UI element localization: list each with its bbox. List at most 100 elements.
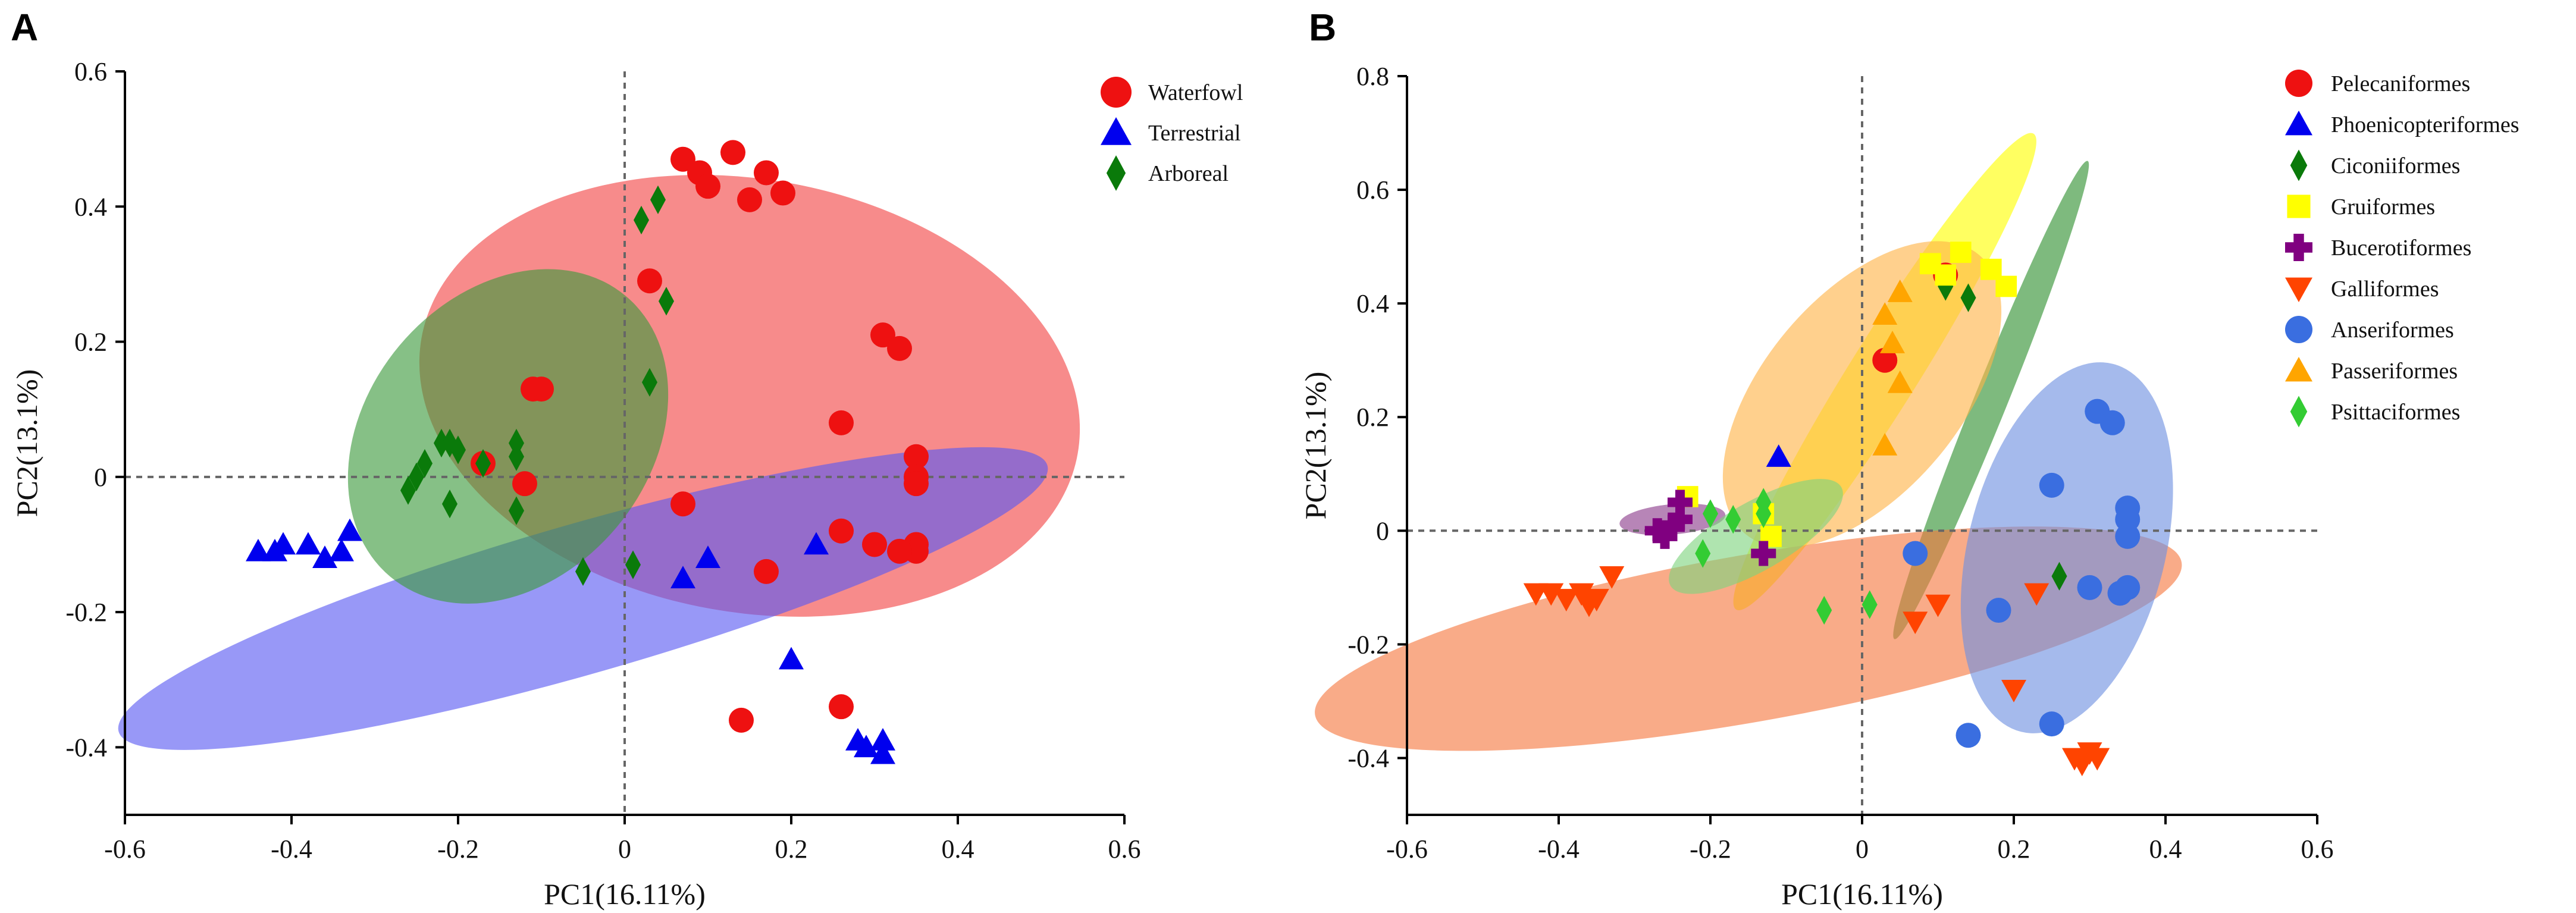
point-waterfowl <box>670 491 695 517</box>
legend-label: Galliformes <box>2331 277 2439 302</box>
x-tick-label: -0.4 <box>1538 834 1580 864</box>
point-bucerotiformes <box>1660 512 1685 538</box>
legend-label: Phoenicopteriformes <box>2331 112 2519 137</box>
point-gruiformes <box>1995 275 2017 297</box>
point-passeriformes <box>1887 280 1913 302</box>
x-tick-label: -0.2 <box>437 834 479 864</box>
legend-label: Terrestrial <box>1148 121 1241 146</box>
y-tick-label: 0.8 <box>1356 62 1389 91</box>
point-waterfowl <box>737 187 762 212</box>
point-waterfowl <box>637 268 662 294</box>
point-terrestrial <box>246 538 271 561</box>
point-waterfowl <box>512 471 537 497</box>
point-waterfowl <box>754 160 779 186</box>
y-tick-label: -0.2 <box>1347 630 1389 659</box>
ellipses <box>1315 133 2182 751</box>
point-galliformes <box>1569 583 1594 606</box>
point-waterfowl <box>904 471 929 497</box>
point-passeriformes <box>1887 370 1913 393</box>
point-waterfowl <box>887 538 912 564</box>
x-tick-label: 0.2 <box>775 834 808 864</box>
points <box>246 140 929 764</box>
point-arboreal <box>441 490 458 519</box>
point-psittaciformes <box>1702 499 1719 528</box>
point-psittaciformes <box>1695 539 1711 568</box>
ellipse-anseriformes <box>1960 362 2173 733</box>
point-bucerotiformes <box>1668 490 1693 515</box>
legend: Pelecaniformes Phoenicopteriformes Ciconii… <box>2285 70 2519 428</box>
x-tick-label: -0.4 <box>271 834 312 864</box>
point-terrestrial <box>670 566 695 589</box>
point-waterfowl <box>870 322 895 348</box>
point-arboreal <box>408 462 425 491</box>
panel-a: A -0.6 -0.4 -0.2 0 0.2 0.4 0.6 -0.4 -0.2 0 0.2 0.4 0.… <box>10 6 1243 911</box>
legend-marker-pelecaniformes <box>2285 70 2312 97</box>
point-terrestrial <box>804 532 829 555</box>
point-anseriformes <box>2115 523 2141 549</box>
point-galliformes <box>1577 594 1602 617</box>
y-tick-label: 0.2 <box>1356 403 1389 432</box>
legend-label: Arboreal <box>1148 161 1229 186</box>
point-anseriformes <box>2077 575 2102 600</box>
point-anseriformes <box>1986 598 2011 623</box>
point-arboreal <box>450 435 466 465</box>
point-arboreal <box>650 185 666 215</box>
point-terrestrial <box>329 538 354 561</box>
point-passeriformes <box>1872 433 1898 456</box>
x-axis-label: PC1(16.11%) <box>544 877 706 911</box>
legend-label: Ciconiiformes <box>2331 153 2460 178</box>
point-gruiformes <box>1950 241 1972 263</box>
point-anseriformes <box>1903 541 1928 566</box>
point-galliformes <box>1903 611 1928 635</box>
point-pelecaniformes <box>1872 347 1898 373</box>
x-tick-label: -0.6 <box>104 834 146 864</box>
y-tick-label: 0.6 <box>74 57 107 86</box>
point-galliformes <box>2001 680 2026 702</box>
points <box>1523 241 2141 777</box>
point-terrestrial <box>779 647 804 670</box>
point-waterfowl <box>904 444 929 469</box>
ellipses <box>118 175 1080 750</box>
point-waterfowl <box>829 410 854 435</box>
point-waterfowl <box>829 518 854 544</box>
point-waterfowl <box>670 146 695 172</box>
point-terrestrial <box>337 518 362 541</box>
point-passeriformes <box>1872 302 1898 325</box>
point-waterfowl <box>829 694 854 720</box>
x-tick-label: 0.4 <box>942 834 974 864</box>
point-terrestrial <box>312 545 337 568</box>
x-tick-label: 0.4 <box>2149 834 2182 864</box>
legend-marker-ciconiiformes <box>2290 149 2308 181</box>
legend-label: Passeriformes <box>2331 359 2458 384</box>
point-arboreal <box>475 448 491 478</box>
panel-label: A <box>11 6 38 49</box>
point-anseriformes <box>2039 472 2064 498</box>
point-waterfowl <box>887 335 912 361</box>
point-terrestrial <box>854 735 879 758</box>
point-waterfowl <box>754 559 779 584</box>
point-terrestrial <box>296 532 321 555</box>
point-anseriformes <box>2039 711 2064 737</box>
point-galliformes <box>2024 583 2049 606</box>
point-waterfowl <box>770 180 795 206</box>
legend-marker-gruiformes <box>2287 194 2311 218</box>
legend-marker-terrestrial <box>1101 117 1132 145</box>
panel-label: B <box>1309 6 1336 49</box>
legend: Waterfowl Terrestrial Arboreal <box>1101 77 1243 191</box>
panel-b: B -0.6 -0.4 -0.2 0 0.2 0.4 0.6 -0.4 -0.2 0 0.2 0.4 0.… <box>1299 6 2519 911</box>
point-ciconiiformes <box>2051 561 2067 591</box>
point-arboreal <box>658 287 675 316</box>
x-tick-label: 0.2 <box>1998 834 2030 864</box>
y-tick-label: 0.4 <box>74 192 107 221</box>
legend-marker-bucerotiformes <box>2285 234 2312 262</box>
legend-label: Bucerotiformes <box>2331 236 2471 261</box>
legend-marker-psittaciformes <box>2290 396 2308 428</box>
point-ciconiiformes <box>1938 272 1954 301</box>
point-terrestrial <box>695 545 720 568</box>
point-phoenicopteriformes <box>1766 444 1791 467</box>
point-galliformes <box>1925 594 1951 617</box>
point-waterfowl <box>529 377 554 402</box>
y-tick-label: 0.4 <box>1356 289 1389 318</box>
point-psittaciformes <box>1725 505 1741 534</box>
y-tick-label: 0 <box>94 463 107 492</box>
